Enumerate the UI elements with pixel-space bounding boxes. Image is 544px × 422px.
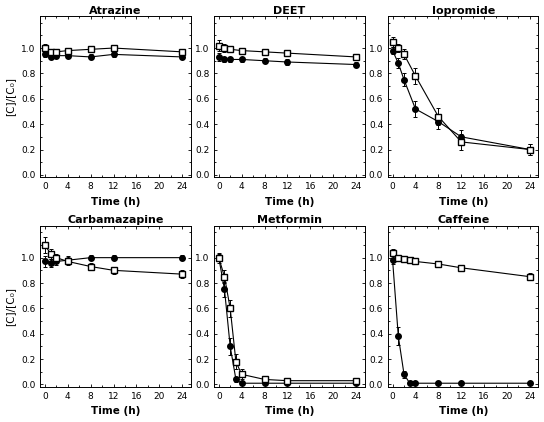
X-axis label: Time (h): Time (h) [91, 197, 140, 207]
Title: Carbamazapine: Carbamazapine [67, 215, 164, 225]
X-axis label: Time (h): Time (h) [265, 197, 314, 207]
Title: Caffeine: Caffeine [437, 215, 490, 225]
Y-axis label: [C]/[C₀]: [C]/[C₀] [5, 77, 16, 116]
Title: DEET: DEET [273, 5, 306, 16]
Title: Iopromide: Iopromide [431, 5, 495, 16]
X-axis label: Time (h): Time (h) [91, 406, 140, 417]
Title: Metformin: Metformin [257, 215, 322, 225]
Title: Atrazine: Atrazine [89, 5, 142, 16]
X-axis label: Time (h): Time (h) [438, 406, 488, 417]
Y-axis label: [C]/[C₀]: [C]/[C₀] [5, 287, 16, 326]
X-axis label: Time (h): Time (h) [438, 197, 488, 207]
X-axis label: Time (h): Time (h) [265, 406, 314, 417]
